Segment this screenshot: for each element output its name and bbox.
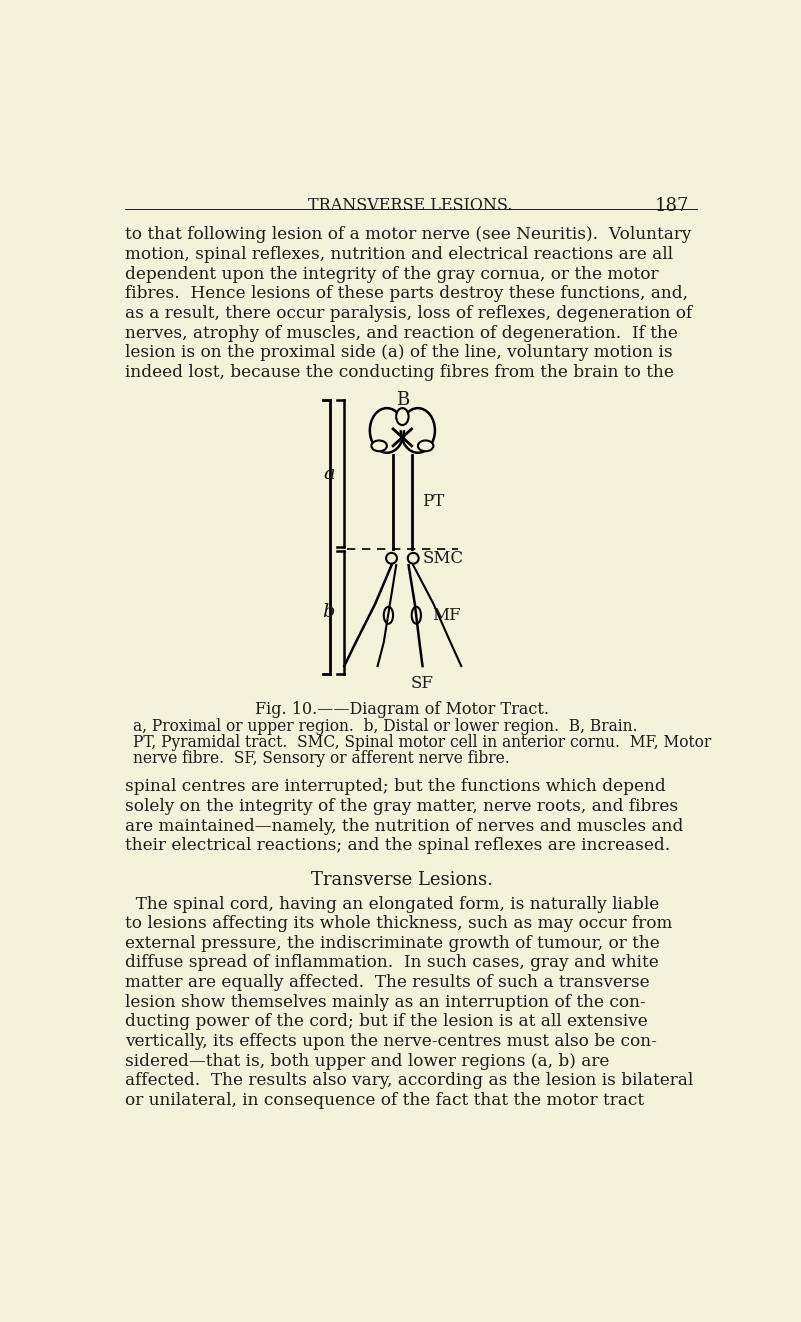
Text: lesion is on the proximal side (a) of the line, voluntary motion is: lesion is on the proximal side (a) of th… — [125, 344, 673, 361]
Text: are maintained—namely, the nutrition of nerves and muscles and: are maintained—namely, the nutrition of … — [125, 818, 683, 834]
Text: MF: MF — [432, 607, 461, 624]
Text: ducting power of the cord; but if the lesion is at all extensive: ducting power of the cord; but if the le… — [125, 1014, 648, 1030]
Ellipse shape — [372, 440, 387, 451]
Text: indeed lost, because the conducting fibres from the brain to the: indeed lost, because the conducting fibr… — [125, 364, 674, 381]
Text: TRANSVERSE LESIONS.: TRANSVERSE LESIONS. — [308, 197, 513, 214]
Text: nerves, atrophy of muscles, and reaction of degeneration.  If the: nerves, atrophy of muscles, and reaction… — [125, 325, 678, 341]
Text: or unilateral, in consequence of the fact that the motor tract: or unilateral, in consequence of the fac… — [125, 1092, 644, 1109]
Text: dependent upon the integrity of the gray cornua, or the motor: dependent upon the integrity of the gray… — [125, 266, 658, 283]
Text: as a result, there occur paralysis, loss of reflexes, degeneration of: as a result, there occur paralysis, loss… — [125, 305, 692, 323]
Text: The spinal cord, having an elongated form, is naturally liable: The spinal cord, having an elongated for… — [125, 895, 659, 912]
Text: a: a — [323, 465, 335, 483]
Text: vertically, its effects upon the nerve-centres must also be con-: vertically, its effects upon the nerve-c… — [125, 1032, 657, 1050]
Text: their electrical reactions; and the spinal reflexes are increased.: their electrical reactions; and the spin… — [125, 837, 670, 854]
Text: external pressure, the indiscriminate growth of tumour, or the: external pressure, the indiscriminate gr… — [125, 935, 660, 952]
Text: PT, Pyramidal tract.  SMC, Spinal motor cell in anterior cornu.  MF, Motor: PT, Pyramidal tract. SMC, Spinal motor c… — [133, 734, 711, 751]
Text: Transverse Lesions.: Transverse Lesions. — [312, 871, 493, 888]
Text: to that following lesion of a motor nerve (see Neuritis).  Voluntary: to that following lesion of a motor nerv… — [125, 226, 691, 243]
Text: a, Proximal or upper region.  b, Distal or lower region.  B, Brain.: a, Proximal or upper region. b, Distal o… — [133, 718, 637, 735]
Text: PT: PT — [422, 493, 445, 510]
Ellipse shape — [395, 408, 410, 431]
Text: nerve fibre.  SF, Sensory or afferent nerve fibre.: nerve fibre. SF, Sensory or afferent ner… — [133, 750, 509, 767]
Ellipse shape — [418, 440, 433, 451]
Text: fibres.  Hence lesions of these parts destroy these functions, and,: fibres. Hence lesions of these parts des… — [125, 286, 688, 303]
Text: affected.  The results also vary, according as the lesion is bilateral: affected. The results also vary, accordi… — [125, 1072, 693, 1089]
Text: solely on the integrity of the gray matter, nerve roots, and fibres: solely on the integrity of the gray matt… — [125, 798, 678, 816]
Text: b: b — [323, 603, 335, 621]
Text: 187: 187 — [654, 197, 689, 215]
Text: sidered—that is, both upper and lower regions (a, b) are: sidered—that is, both upper and lower re… — [125, 1052, 610, 1069]
Text: B: B — [396, 391, 409, 410]
Text: spinal centres are interrupted; but the functions which depend: spinal centres are interrupted; but the … — [125, 779, 666, 796]
Text: Fig. 10.——Diagram of Motor Tract.: Fig. 10.——Diagram of Motor Tract. — [256, 701, 549, 718]
Text: diffuse spread of inflammation.  In such cases, gray and white: diffuse spread of inflammation. In such … — [125, 954, 658, 972]
Text: SMC: SMC — [422, 550, 464, 567]
Text: matter are equally affected.  The results of such a transverse: matter are equally affected. The results… — [125, 974, 650, 992]
Text: lesion show themselves mainly as an interruption of the con-: lesion show themselves mainly as an inte… — [125, 994, 646, 1011]
Text: to lesions affecting its whole thickness, such as may occur from: to lesions affecting its whole thickness… — [125, 915, 672, 932]
Text: motion, spinal reflexes, nutrition and electrical reactions are all: motion, spinal reflexes, nutrition and e… — [125, 246, 673, 263]
Text: SF: SF — [410, 674, 433, 691]
